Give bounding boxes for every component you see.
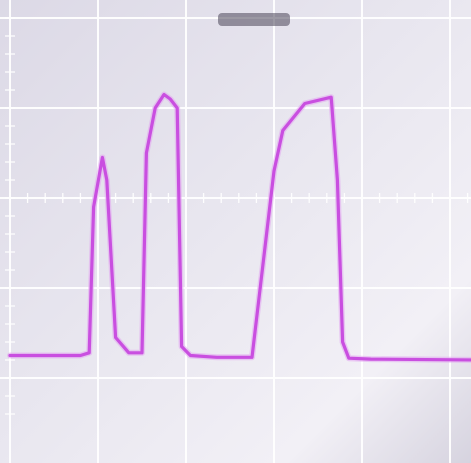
signal-trace-line <box>8 92 471 362</box>
signal-trace-glow <box>7 91 471 363</box>
signal-trace <box>7 91 471 363</box>
blurred-label-mark <box>218 13 290 26</box>
graticule-ticks <box>5 17 469 415</box>
